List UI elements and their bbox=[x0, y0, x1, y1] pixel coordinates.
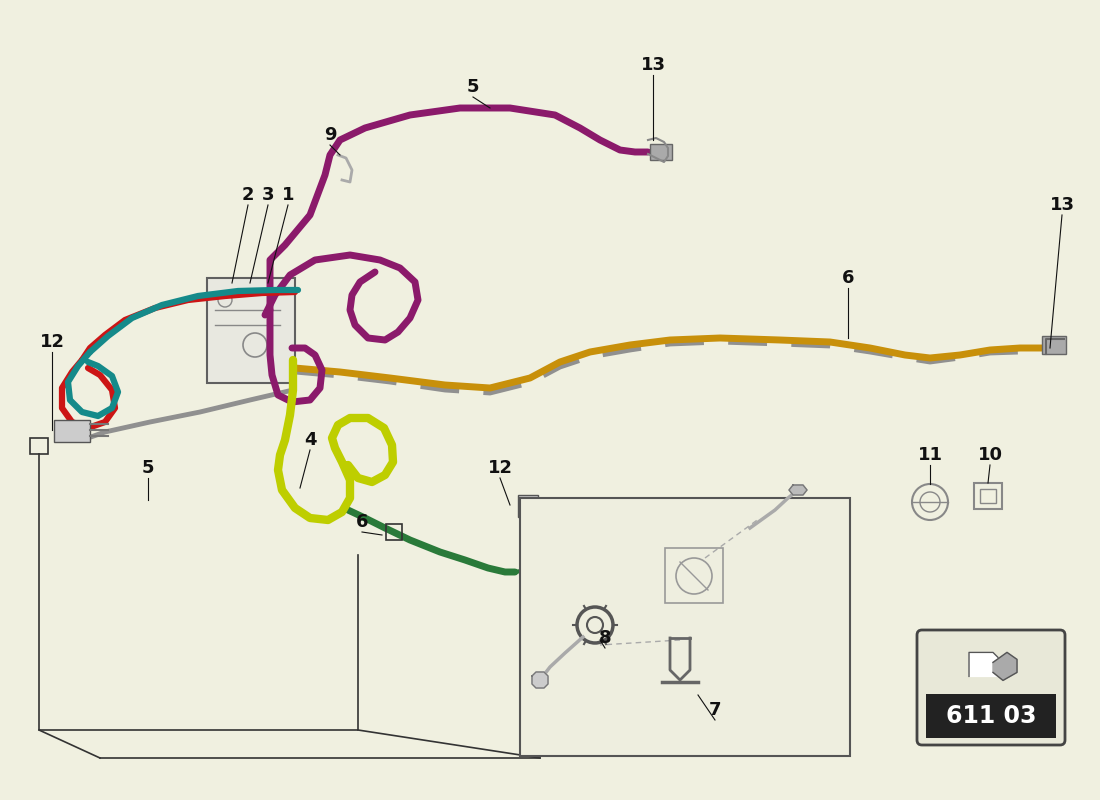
Polygon shape bbox=[532, 672, 548, 688]
Bar bbox=[518, 495, 538, 517]
Text: 3: 3 bbox=[262, 186, 274, 204]
Text: 9: 9 bbox=[323, 126, 337, 144]
Polygon shape bbox=[993, 653, 1018, 680]
Text: 8: 8 bbox=[598, 629, 612, 647]
Text: 13: 13 bbox=[640, 56, 666, 74]
Polygon shape bbox=[789, 485, 807, 495]
Text: 4: 4 bbox=[304, 431, 317, 449]
Text: 2: 2 bbox=[242, 186, 254, 204]
Bar bbox=[926, 694, 1056, 738]
Bar bbox=[520, 498, 850, 756]
Text: 6: 6 bbox=[355, 513, 368, 531]
Text: 10: 10 bbox=[978, 446, 1002, 464]
Text: 6: 6 bbox=[842, 269, 855, 287]
FancyBboxPatch shape bbox=[207, 278, 295, 383]
Text: 13: 13 bbox=[1049, 196, 1075, 214]
FancyBboxPatch shape bbox=[917, 630, 1065, 745]
Text: 11: 11 bbox=[917, 446, 943, 464]
Text: 611 03: 611 03 bbox=[946, 704, 1036, 728]
Text: 1: 1 bbox=[282, 186, 295, 204]
Text: 5: 5 bbox=[466, 78, 480, 96]
Bar bbox=[1042, 336, 1066, 354]
Bar bbox=[386, 524, 402, 540]
Text: 12: 12 bbox=[40, 333, 65, 351]
Text: 5: 5 bbox=[142, 459, 154, 477]
Bar bbox=[980, 489, 996, 503]
Text: 7: 7 bbox=[708, 701, 722, 719]
Bar bbox=[54, 420, 90, 442]
Bar bbox=[650, 144, 672, 160]
Bar bbox=[666, 548, 723, 603]
Text: 12: 12 bbox=[487, 459, 513, 477]
Bar bbox=[974, 483, 1002, 509]
Polygon shape bbox=[969, 653, 1005, 676]
Bar bbox=[30, 438, 48, 454]
